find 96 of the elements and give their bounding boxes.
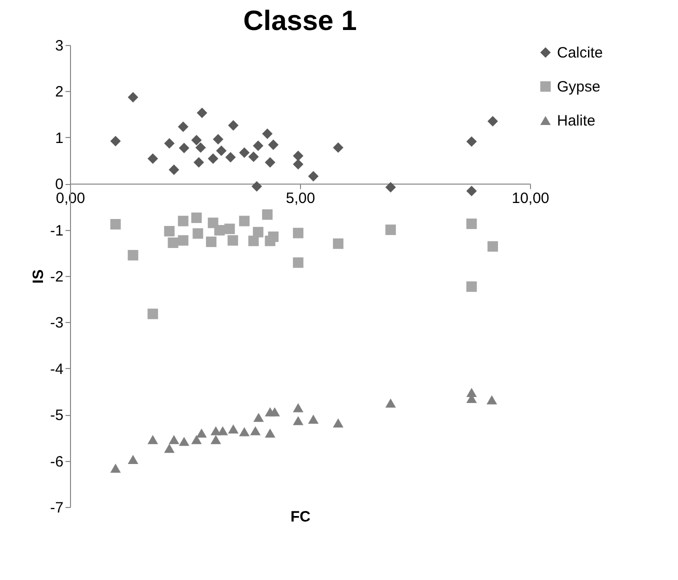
point (168, 164, 180, 175)
point (332, 142, 344, 153)
point (268, 140, 279, 150)
y-axis-title: IS (30, 269, 48, 284)
point (262, 128, 273, 139)
point (206, 236, 216, 248)
point (292, 257, 304, 268)
point (212, 134, 224, 144)
point (168, 237, 178, 248)
point (262, 209, 273, 220)
point (178, 436, 190, 446)
point (110, 136, 121, 146)
point (164, 226, 175, 236)
legend-label: Calcite (557, 44, 603, 62)
x-tick-label: 10,00 (512, 190, 550, 208)
point (128, 92, 138, 102)
point (178, 235, 188, 246)
point (110, 464, 121, 473)
point (239, 427, 250, 436)
point (128, 250, 138, 260)
y-tick-label: 3 (55, 38, 64, 54)
point (308, 414, 319, 424)
chart-title: Classe 1 (243, 5, 357, 36)
x-axis-title: FC (290, 508, 311, 526)
point (268, 231, 279, 242)
point (148, 435, 158, 444)
point (332, 238, 344, 249)
y-tick-label: -1 (50, 222, 64, 240)
point (217, 426, 228, 436)
point (292, 416, 304, 426)
point (239, 216, 250, 226)
point (239, 147, 250, 158)
point (178, 216, 188, 226)
y-tick-label: -7 (50, 500, 64, 516)
point (248, 152, 259, 162)
y-tick-label: -5 (50, 407, 64, 424)
point (269, 407, 280, 416)
legend-label: Gypse (557, 78, 600, 96)
point (487, 241, 498, 252)
point (196, 428, 207, 438)
point (292, 150, 304, 162)
point (192, 228, 204, 239)
point (487, 116, 498, 126)
point (385, 182, 396, 193)
y-tick-label: 2 (55, 84, 64, 101)
point (191, 435, 202, 444)
point (216, 146, 227, 156)
point (210, 435, 222, 444)
point (194, 157, 204, 168)
point (224, 224, 235, 234)
point (385, 224, 396, 236)
point (292, 403, 304, 412)
point (264, 428, 276, 438)
point (191, 212, 202, 224)
x-tick-label: 5,00 (286, 190, 316, 208)
point (228, 424, 239, 434)
point (308, 170, 319, 182)
point (252, 140, 264, 151)
point (332, 418, 344, 428)
point (466, 186, 477, 196)
point (250, 426, 261, 436)
point (292, 158, 304, 170)
y-tick-label: -2 (50, 268, 64, 286)
point (164, 138, 175, 149)
y-tick-label: 0 (55, 176, 64, 194)
point (148, 153, 158, 164)
point (252, 226, 264, 238)
point (486, 395, 498, 404)
point (178, 142, 190, 154)
point (196, 108, 208, 118)
point (228, 120, 239, 131)
point (252, 181, 262, 192)
point (178, 122, 188, 132)
point (292, 228, 304, 238)
point (214, 225, 225, 236)
point (264, 157, 276, 168)
legend-label: Halite (557, 112, 596, 130)
point (466, 218, 477, 230)
y-tick-label: -4 (50, 360, 64, 378)
y-tick-label: -3 (50, 314, 64, 332)
point (208, 153, 218, 164)
point (228, 235, 238, 246)
point (128, 454, 138, 464)
point (191, 134, 202, 146)
point (466, 136, 477, 147)
y-tick-label: 1 (55, 130, 64, 147)
point (110, 219, 121, 230)
point (148, 308, 158, 320)
point (168, 435, 180, 444)
point (195, 142, 206, 153)
point (164, 444, 175, 453)
point (466, 281, 477, 292)
y-tick-label: -6 (50, 453, 64, 470)
point (225, 152, 236, 163)
point (385, 398, 396, 408)
point (253, 412, 264, 422)
